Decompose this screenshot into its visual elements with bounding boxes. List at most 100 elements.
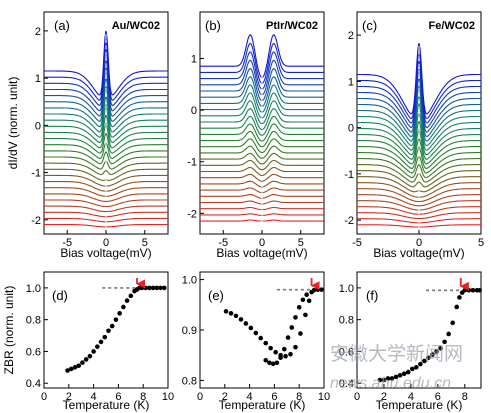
panel-c-spectrum-curve xyxy=(357,146,481,169)
panel-f-xtick-label: 8 xyxy=(462,391,468,403)
panel-d-xlabel: Temperature (K) xyxy=(63,398,150,412)
panel-a-ytick-label: 1 xyxy=(35,73,41,85)
panel-d-xtick-label: 10 xyxy=(162,391,174,403)
panel-a-title: Au/WC02 xyxy=(112,20,160,32)
panel-c-spectrum-curve xyxy=(357,170,481,188)
panel-e-data-point xyxy=(298,331,303,336)
panel-c-xtick-label: 5 xyxy=(478,237,484,249)
panel-c-xtick-label: -5 xyxy=(352,237,362,249)
panel-e-data-point xyxy=(274,360,280,366)
panel-b-spectrum-curve xyxy=(200,152,324,165)
panel-d-data-point xyxy=(117,311,122,316)
panel-c-spectrum-curve xyxy=(357,194,481,207)
panel-a-spectrum-curve xyxy=(44,39,168,101)
panel-f-data-point xyxy=(414,365,419,370)
panel-a-xtick-label: 5 xyxy=(142,237,148,249)
panel-d-data-point xyxy=(68,366,74,372)
panel-e-xlabel: Temperature (K) xyxy=(219,398,306,412)
panel-d-data-point xyxy=(158,285,163,291)
panel-b-ytick-label: 0 xyxy=(191,105,197,117)
panel-c-xlabel: Bias voltage(mV) xyxy=(373,246,464,260)
panel-b-xlabel: Bias voltage(mV) xyxy=(216,246,307,260)
panel-e-data-point xyxy=(233,313,239,319)
panel-e-data-point xyxy=(293,315,298,320)
panel-f-data-point xyxy=(442,339,447,345)
panel-c-ytick-label: -1 xyxy=(344,169,354,181)
panel-d-data-point xyxy=(121,304,126,310)
panel-b-ytick-label: -2 xyxy=(187,208,197,220)
panel-d-label: (d) xyxy=(52,288,68,303)
panel-b-spectrum-curve xyxy=(200,130,324,148)
panel-e-data-point xyxy=(278,355,283,361)
panel-e-data-point xyxy=(263,357,269,363)
panel-d-xtick-label: 4 xyxy=(91,391,97,403)
panel-f-data-point xyxy=(477,287,482,293)
panel-b-spectrum-curve xyxy=(200,123,324,142)
panel-d-data-point xyxy=(95,344,100,349)
panel-d-xtick-label: 6 xyxy=(115,391,121,403)
panel-d-data-point xyxy=(150,285,156,291)
panel-e-ticks: 0 2 4 6 8 10 0.8 0.9 1.0 xyxy=(182,275,330,403)
panel-b-spectrum-curve xyxy=(200,115,324,136)
panel-e-ytick-label: 0.9 xyxy=(182,325,197,337)
panel-b-label: (b) xyxy=(205,18,221,33)
panel-c-spectrum-curve xyxy=(357,188,481,203)
panel-d-ytick-label: 0.6 xyxy=(26,346,41,358)
panel-f-xtick-label: 0 xyxy=(354,391,360,403)
panel-b-spectrum-curve xyxy=(200,100,324,125)
panel-c-xtick-label: 0 xyxy=(416,237,422,249)
panel-f-data-point xyxy=(434,349,439,354)
panel-e-data-point xyxy=(285,335,291,340)
panel-b-frame xyxy=(199,11,325,235)
panel-b-spectrum-curve xyxy=(200,166,324,177)
panel-f-ytick-label: 0.8 xyxy=(339,315,354,327)
panel-e-data-point xyxy=(282,346,287,352)
panel-b-curves xyxy=(200,16,324,230)
panel-e-xtick-label: 6 xyxy=(271,391,277,403)
panel-f-data-point xyxy=(426,355,431,361)
panel-c-spectrum-curve xyxy=(357,128,481,160)
panel-f-data-point xyxy=(438,345,443,351)
panel-a-ticks: -5 0 5 -2 -1 0 1 2 xyxy=(31,26,148,249)
panel-e-data-point xyxy=(268,345,273,351)
panel-d-data-point xyxy=(65,368,70,373)
panel-a-spectrum-curve xyxy=(44,48,168,107)
panel-c-spectrum-curve xyxy=(357,68,481,128)
panel-e-data-point xyxy=(258,335,264,341)
panel-d-data-point xyxy=(87,353,93,359)
panel-d-ticks: 0 2 4 6 8 10 0.4 0.6 0.8 1.0 xyxy=(26,283,174,403)
panel-f: 0 2 4 6 8 0.4 0.6 0.8 1.0 (f) Temperature (K) xyxy=(339,271,482,412)
panel-f-data-point xyxy=(405,369,411,375)
panel-e-data-point xyxy=(238,317,244,322)
panel-b-xtick-label: 5 xyxy=(298,237,304,249)
panel-c-ytick-label: 1 xyxy=(348,76,354,88)
panel-f-data-point xyxy=(462,287,468,293)
panel-a-curves xyxy=(44,16,168,230)
panel-e-data-point xyxy=(303,312,308,318)
panel-e-xtick-label: 0 xyxy=(197,391,203,403)
panel-a-xlabel: Bias voltage(mV) xyxy=(60,246,151,260)
panel-e-data-point xyxy=(223,309,229,314)
panel-f-ytick-label: 1.0 xyxy=(339,283,354,295)
panel-f-data-point xyxy=(418,361,423,367)
panel-c-spectrum-curve xyxy=(357,212,481,220)
panel-e: 0 2 4 6 8 10 0.8 0.9 1.0 (e) Temperature (K) xyxy=(182,271,330,412)
panel-e-ytick-label: 1.0 xyxy=(182,275,197,287)
panel-c-label: (c) xyxy=(362,18,377,33)
panel-b-xtick-label: -5 xyxy=(218,237,228,249)
panel-e-ytick-label: 0.8 xyxy=(182,375,197,387)
panel-e-data-point xyxy=(248,325,254,331)
panel-b-spectrum-curve xyxy=(200,108,324,131)
panel-a-spectrum-curve xyxy=(44,150,168,165)
panel-f-ytick-label: 0.4 xyxy=(339,378,354,390)
panel-b-spectrum-curve xyxy=(200,138,324,154)
panel-d-data-point xyxy=(124,298,130,303)
panel-c-title: Fe/WC02 xyxy=(429,20,475,32)
panel-d-data-point xyxy=(83,357,89,362)
panel-d-data-point xyxy=(106,328,111,334)
panel-b: -5 0 5 -2 -1 0 1 (b) PtIr/WC02 Bias voltage(mV… xyxy=(187,11,325,260)
panel-f-data-point xyxy=(409,366,415,372)
panel-f-ticks: 0 2 4 6 8 0.4 0.6 0.8 1.0 xyxy=(339,283,468,403)
panel-d-xtick-label: 2 xyxy=(66,391,72,403)
panel-f-xtick-label: 6 xyxy=(435,391,441,403)
